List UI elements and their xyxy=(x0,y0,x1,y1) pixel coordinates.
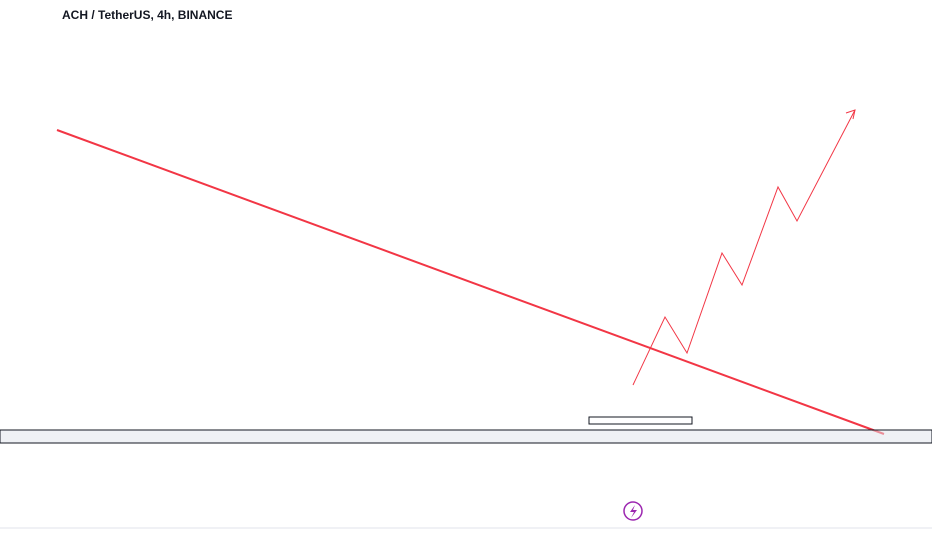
projection-path xyxy=(632,109,856,386)
projection-arrow xyxy=(845,109,856,120)
range-box xyxy=(588,416,693,425)
overlay xyxy=(0,109,932,521)
event-icon-bolt xyxy=(630,505,637,518)
support-band xyxy=(0,429,932,444)
event-icon[interactable] xyxy=(623,501,643,521)
chart-title: ACH / TetherUS, 4h, BINANCE xyxy=(62,8,232,22)
trend-line xyxy=(56,129,885,435)
